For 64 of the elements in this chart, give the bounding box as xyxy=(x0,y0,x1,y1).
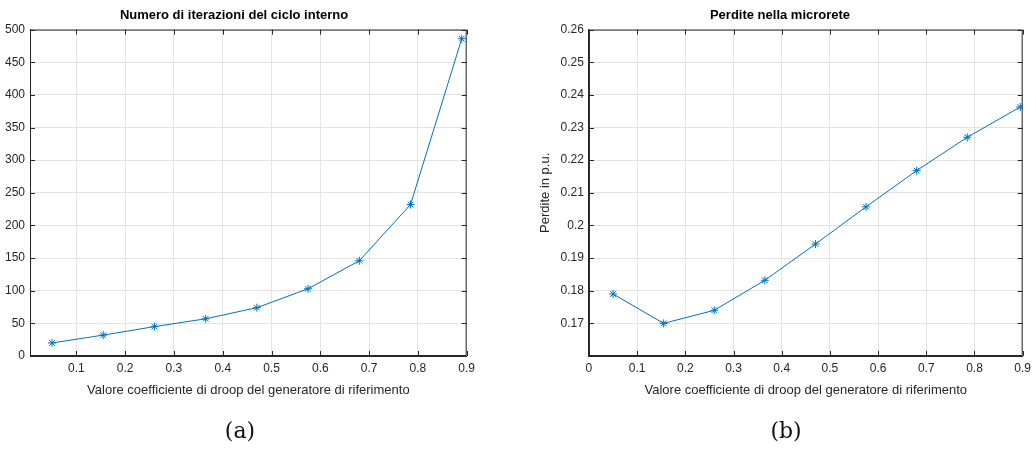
y-tick-label: 0.17 xyxy=(560,315,585,330)
chart-title: Numero di iterazioni del ciclo interno xyxy=(119,7,349,23)
chart-title: Perdite nella microrete xyxy=(709,7,851,23)
point xyxy=(201,314,211,324)
x-tick-label: 0.2 xyxy=(116,360,134,375)
x-tick-label: 0.7 xyxy=(917,360,935,375)
point xyxy=(47,338,57,348)
y-tick-label: 0.23 xyxy=(560,119,585,134)
point xyxy=(709,305,719,315)
x-tick-label: 0.3 xyxy=(725,360,743,375)
y-tick-label: 0.25 xyxy=(560,54,585,69)
y-tick-label: 0.22 xyxy=(560,152,585,167)
x-tick-label: 0.7 xyxy=(360,360,378,375)
y-tick-label: 0.19 xyxy=(560,250,585,265)
x-tick-label: 0.1 xyxy=(628,360,646,375)
x-tick-label: 0.3 xyxy=(165,360,183,375)
x-tick-label: 0.9 xyxy=(458,360,476,375)
y-tick-label: 200 xyxy=(4,217,26,232)
x-tick-label: 0.5 xyxy=(821,360,839,375)
y-tick-label: 0.2 xyxy=(567,217,585,232)
point xyxy=(252,303,262,313)
point xyxy=(303,284,313,294)
point xyxy=(98,330,108,340)
x-tick-label: 0.6 xyxy=(311,360,329,375)
y-tick-label: 0.26 xyxy=(560,21,585,36)
y-tick-label: 0.21 xyxy=(560,185,585,200)
point xyxy=(149,322,159,332)
y-tick-label: 250 xyxy=(4,185,26,200)
x-tick-label: 0.4 xyxy=(773,360,791,375)
y-tick-label: 300 xyxy=(4,152,26,167)
text: (a) xyxy=(223,418,257,443)
x-axis-title: Valore coefficiente di droop del generatore di riferimento xyxy=(644,381,968,397)
point xyxy=(406,200,416,210)
x-tick-label: 0.1 xyxy=(68,360,86,375)
x-tick-label: 0.5 xyxy=(263,360,281,375)
y-tick-label: 150 xyxy=(4,250,26,265)
point xyxy=(912,166,922,176)
y-tick-label: 350 xyxy=(4,119,26,134)
y-tick-label: 50 xyxy=(11,315,26,330)
x-tick-label: 0.9 xyxy=(1014,360,1032,375)
x-tick-label: 0.8 xyxy=(966,360,984,375)
y-tick-label: 0.24 xyxy=(560,87,585,102)
point xyxy=(457,34,467,44)
point xyxy=(810,239,820,249)
x-tick-label: 0.2 xyxy=(676,360,694,375)
y-axis-title: Perdite in p.u. xyxy=(537,152,553,233)
y-tick-label: 450 xyxy=(4,54,26,69)
point xyxy=(962,132,972,142)
point xyxy=(354,256,364,266)
y-tick-label: 100 xyxy=(4,283,26,298)
text: (b) xyxy=(769,418,803,443)
y-tick-label: 0 xyxy=(18,348,26,363)
point xyxy=(608,289,618,299)
point xyxy=(861,202,871,212)
x-axis-title: Valore coefficiente di droop del generatore di riferimento xyxy=(87,381,410,397)
y-tick-label: 400 xyxy=(4,87,26,102)
x-tick-label: 0.8 xyxy=(409,360,427,375)
point xyxy=(659,318,669,328)
point xyxy=(1015,102,1023,112)
point xyxy=(760,275,770,285)
y-tick-label: 0.18 xyxy=(560,283,585,298)
x-tick-label: 0.4 xyxy=(214,360,232,375)
x-tick-label: 0.6 xyxy=(869,360,887,375)
y-tick-label: 500 xyxy=(4,21,26,36)
